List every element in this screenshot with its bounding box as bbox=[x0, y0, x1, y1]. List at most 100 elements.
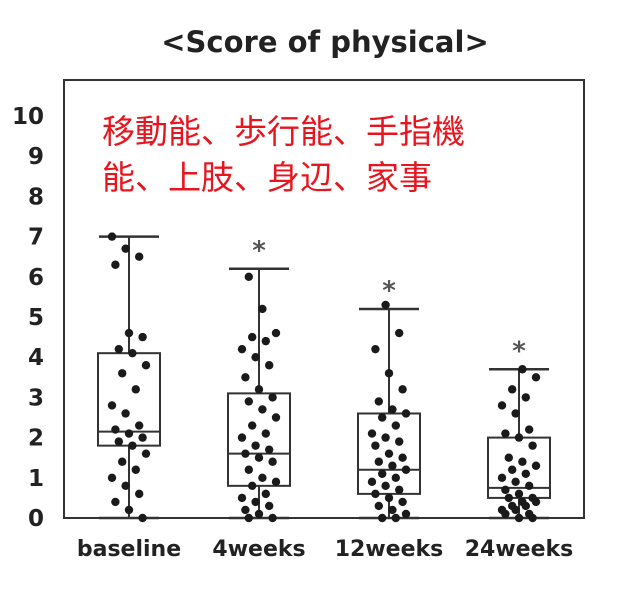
data-point bbox=[114, 344, 124, 354]
data-point bbox=[271, 413, 281, 422]
data-point bbox=[111, 260, 120, 269]
data-point bbox=[248, 421, 257, 430]
data-point bbox=[107, 473, 117, 482]
category-label: baseline bbox=[77, 537, 181, 562]
boxes: * * * bbox=[97, 235, 551, 520]
annotation-line-1: 移動能、歩行能、手指機 bbox=[102, 112, 465, 151]
y-tick-label: 6 bbox=[28, 265, 44, 291]
data-point bbox=[121, 244, 130, 253]
data-point bbox=[124, 328, 134, 338]
y-tick-label: 8 bbox=[28, 184, 44, 210]
data-point bbox=[521, 501, 530, 511]
data-point bbox=[237, 344, 247, 354]
data-point bbox=[244, 513, 253, 523]
significance-marker: * bbox=[382, 276, 396, 306]
data-point bbox=[384, 369, 394, 378]
y-tick-label: 9 bbox=[28, 144, 44, 170]
significance-marker: * bbox=[512, 336, 526, 366]
data-point bbox=[497, 401, 507, 410]
data-point bbox=[395, 328, 404, 338]
category-label: 4weeks bbox=[212, 537, 305, 562]
data-point bbox=[251, 441, 260, 450]
data-point bbox=[258, 405, 267, 414]
data-point bbox=[381, 481, 390, 491]
data-point bbox=[504, 493, 513, 503]
data-point bbox=[374, 457, 383, 466]
data-point bbox=[258, 473, 267, 482]
x-axis: baseline 4weeks 12weeks 24weeks bbox=[77, 537, 573, 562]
data-point bbox=[254, 509, 264, 519]
data-point bbox=[268, 457, 277, 466]
data-point bbox=[514, 433, 524, 442]
data-point bbox=[497, 473, 507, 482]
data-point bbox=[237, 433, 247, 442]
data-point bbox=[268, 393, 277, 402]
data-point bbox=[388, 405, 397, 414]
data-point bbox=[371, 489, 380, 499]
significance-marker: * bbox=[252, 236, 266, 266]
data-point bbox=[501, 485, 510, 495]
data-point bbox=[528, 441, 537, 450]
data-point bbox=[367, 429, 377, 438]
data-point bbox=[138, 332, 147, 342]
data-point bbox=[511, 409, 520, 418]
data-point bbox=[135, 252, 144, 261]
y-tick-label: 10 bbox=[12, 104, 44, 130]
data-point bbox=[124, 505, 134, 515]
data-points bbox=[107, 232, 541, 523]
data-point bbox=[398, 453, 407, 462]
data-point bbox=[118, 369, 127, 378]
data-point bbox=[135, 489, 144, 499]
data-point bbox=[265, 501, 274, 511]
data-point bbox=[384, 449, 394, 458]
data-point bbox=[258, 304, 267, 314]
data-point bbox=[378, 413, 387, 422]
annotation-line-2: 能、上肢、身辺、家事 bbox=[102, 158, 432, 197]
data-point bbox=[511, 477, 520, 487]
data-point bbox=[518, 365, 527, 374]
data-point bbox=[135, 421, 144, 430]
data-point bbox=[398, 497, 407, 507]
data-point bbox=[268, 513, 277, 523]
data-point bbox=[401, 509, 411, 519]
data-point bbox=[391, 513, 400, 523]
data-point bbox=[518, 457, 527, 466]
data-point bbox=[237, 493, 247, 503]
data-point bbox=[395, 485, 404, 495]
data-point bbox=[501, 429, 510, 438]
y-tick-label: 3 bbox=[28, 385, 44, 411]
data-point bbox=[525, 481, 534, 491]
data-point bbox=[388, 461, 397, 470]
data-point bbox=[261, 336, 270, 346]
data-point bbox=[374, 501, 383, 511]
data-point bbox=[371, 344, 380, 354]
data-point bbox=[378, 513, 387, 523]
data-point bbox=[244, 397, 253, 406]
data-point bbox=[244, 465, 253, 474]
data-point bbox=[265, 445, 274, 454]
data-point bbox=[374, 397, 383, 406]
data-point bbox=[107, 232, 117, 241]
data-point bbox=[391, 473, 400, 482]
data-point bbox=[138, 433, 147, 442]
data-point bbox=[114, 437, 124, 446]
data-point bbox=[244, 272, 253, 281]
data-point bbox=[271, 477, 281, 487]
data-point bbox=[241, 373, 250, 382]
data-point bbox=[531, 497, 541, 507]
data-point bbox=[254, 453, 264, 462]
data-point bbox=[248, 332, 257, 342]
data-point bbox=[107, 401, 117, 410]
data-point bbox=[265, 361, 274, 370]
data-point bbox=[121, 409, 130, 418]
data-point bbox=[254, 385, 264, 394]
data-point bbox=[371, 441, 380, 450]
data-point bbox=[391, 421, 400, 430]
data-point bbox=[248, 481, 257, 491]
data-point bbox=[514, 489, 524, 499]
chart-title: <Score of physical> bbox=[161, 25, 489, 59]
y-tick-label: 7 bbox=[28, 225, 44, 251]
data-point bbox=[261, 489, 270, 499]
data-point bbox=[131, 465, 140, 474]
